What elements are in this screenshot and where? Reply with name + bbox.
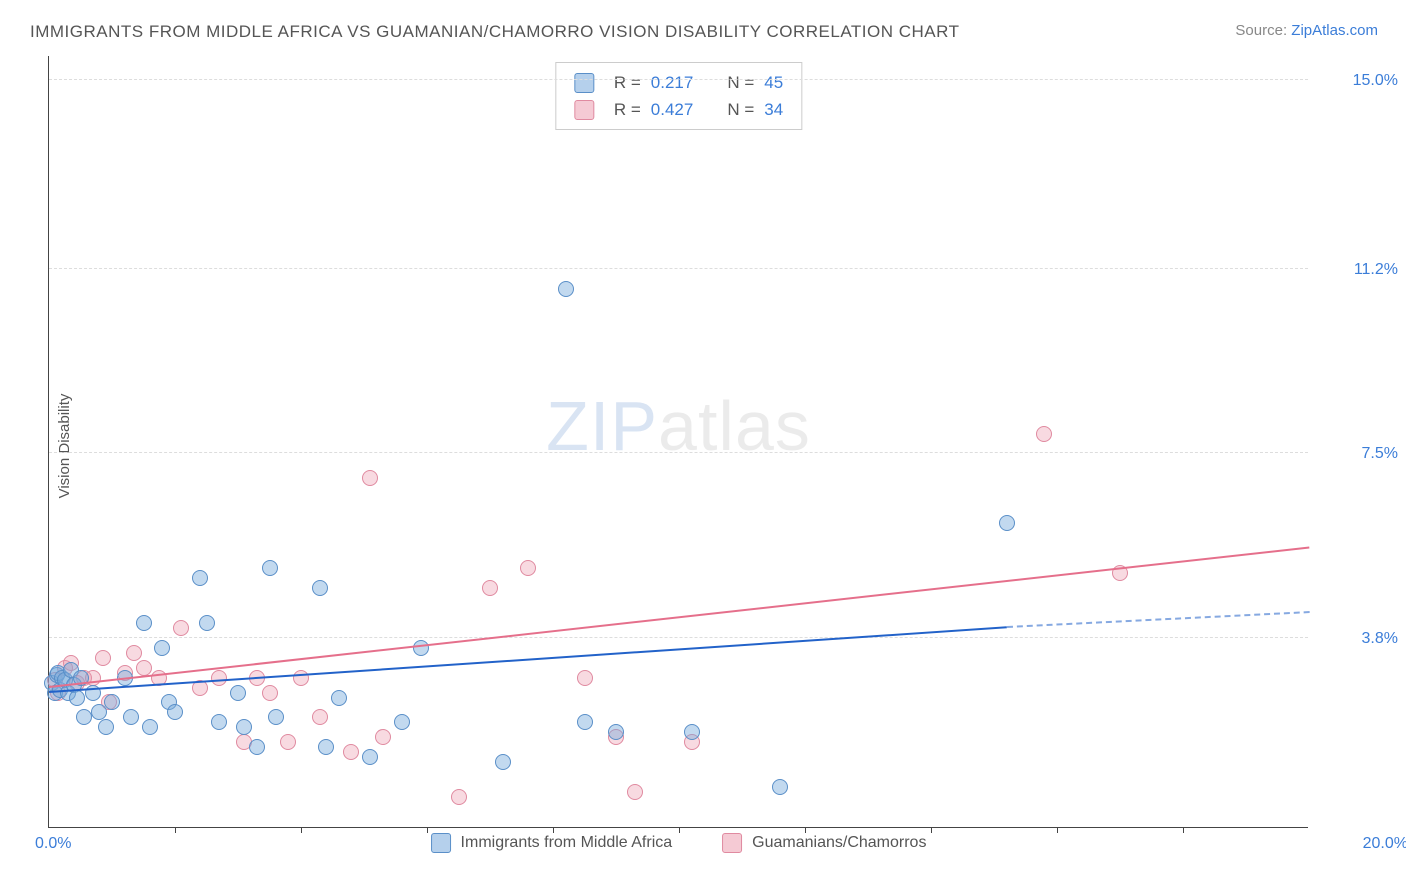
data-point (76, 709, 92, 725)
data-point (312, 580, 328, 596)
x-tick-mark (931, 827, 932, 833)
chart-title: IMMIGRANTS FROM MIDDLE AFRICA VS GUAMANI… (30, 22, 960, 42)
x-tick-mark (805, 827, 806, 833)
stats-legend: R = 0.217 N = 45 R = 0.427 N = 34 (555, 62, 802, 130)
data-point (236, 719, 252, 735)
data-point (375, 729, 391, 745)
data-point (211, 670, 227, 686)
y-tick-label: 3.8% (1318, 630, 1398, 648)
gridline (49, 79, 1308, 80)
data-point (1036, 426, 1052, 442)
data-point (558, 281, 574, 297)
legend-label: Guamanians/Chamorros (752, 834, 926, 851)
legend-item-pink: Guamanians/Chamorros (722, 833, 926, 853)
x-axis-max: 20.0% (1318, 835, 1406, 853)
source-prefix: Source: (1235, 22, 1291, 39)
data-point (211, 714, 227, 730)
data-point (230, 685, 246, 701)
x-axis-min: 0.0% (35, 835, 71, 853)
x-tick-mark (427, 827, 428, 833)
y-tick-label: 15.0% (1318, 72, 1398, 90)
data-point (154, 640, 170, 656)
data-point (362, 470, 378, 486)
data-point (362, 749, 378, 765)
data-point (69, 690, 85, 706)
gridline (49, 637, 1308, 638)
data-point (413, 640, 429, 656)
x-tick-mark (679, 827, 680, 833)
gridline (49, 452, 1308, 453)
data-point (268, 709, 284, 725)
x-tick-mark (175, 827, 176, 833)
data-point (142, 719, 158, 735)
data-point (312, 709, 328, 725)
r-label: R = (614, 69, 641, 96)
data-point (136, 660, 152, 676)
gridline (49, 268, 1308, 269)
source-link[interactable]: ZipAtlas.com (1291, 22, 1378, 39)
data-point (520, 560, 536, 576)
data-point (318, 739, 334, 755)
y-tick-label: 7.5% (1318, 445, 1398, 463)
data-point (999, 515, 1015, 531)
plot-area: ZIPatlas R = 0.217 N = 45 R = 0.427 N = … (48, 56, 1308, 828)
data-point (451, 789, 467, 805)
data-point (482, 580, 498, 596)
data-point (627, 784, 643, 800)
data-point (173, 620, 189, 636)
data-point (331, 690, 347, 706)
data-point (199, 615, 215, 631)
x-tick-mark (1183, 827, 1184, 833)
data-point (577, 670, 593, 686)
data-point (280, 734, 296, 750)
data-point (684, 724, 700, 740)
data-point (394, 714, 410, 730)
data-point (126, 645, 142, 661)
square-swatch-icon (574, 73, 594, 93)
x-tick-mark (553, 827, 554, 833)
r-label: R = (614, 96, 641, 123)
stats-row-blue: R = 0.217 N = 45 (574, 69, 783, 96)
r-value: 0.217 (651, 69, 694, 96)
data-point (123, 709, 139, 725)
x-tick-mark (1057, 827, 1058, 833)
data-point (95, 650, 111, 666)
data-point (167, 704, 183, 720)
legend-item-blue: Immigrants from Middle Africa (431, 833, 673, 853)
data-point (192, 570, 208, 586)
square-swatch-icon (431, 833, 451, 853)
y-tick-label: 11.2% (1318, 261, 1398, 279)
data-point (608, 724, 624, 740)
square-swatch-icon (574, 100, 594, 120)
n-value: 45 (764, 69, 783, 96)
source-label: Source: ZipAtlas.com (1235, 22, 1378, 39)
n-label: N = (727, 69, 754, 96)
trend-line (49, 546, 1309, 687)
data-point (262, 685, 278, 701)
square-swatch-icon (722, 833, 742, 853)
legend-label: Immigrants from Middle Africa (461, 834, 673, 851)
n-label: N = (727, 96, 754, 123)
watermark: ZIPatlas (546, 386, 811, 466)
data-point (495, 754, 511, 770)
data-point (136, 615, 152, 631)
data-point (262, 560, 278, 576)
chart-container: IMMIGRANTS FROM MIDDLE AFRICA VS GUAMANI… (0, 0, 1406, 892)
data-point (104, 694, 120, 710)
data-point (577, 714, 593, 730)
x-tick-mark (301, 827, 302, 833)
data-point (249, 739, 265, 755)
trend-line (1007, 611, 1309, 628)
n-value: 34 (764, 96, 783, 123)
data-point (772, 779, 788, 795)
r-value: 0.427 (651, 96, 694, 123)
stats-row-pink: R = 0.427 N = 34 (574, 96, 783, 123)
x-legend: Immigrants from Middle Africa Guamanians… (431, 833, 927, 853)
data-point (343, 744, 359, 760)
data-point (98, 719, 114, 735)
data-point (293, 670, 309, 686)
